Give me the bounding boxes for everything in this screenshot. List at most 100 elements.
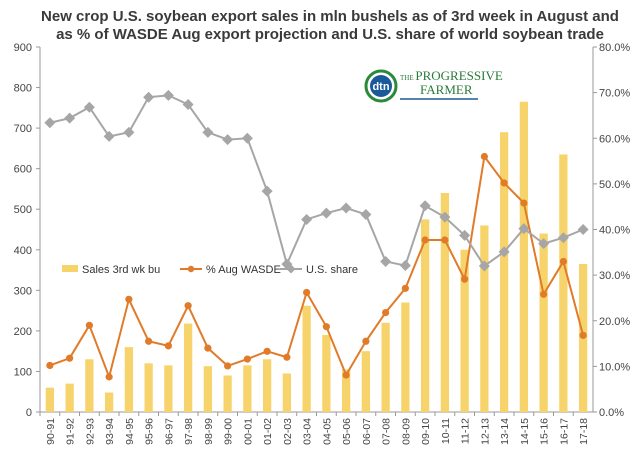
left-tick-label: 600: [14, 164, 32, 176]
sales-bar: [381, 322, 390, 412]
left-tick-label: 800: [14, 83, 32, 95]
sales-bar: [203, 366, 213, 412]
legend: Sales 3rd wk bu % Aug WASDE U.S. share: [62, 264, 358, 276]
x-tick-label: 95-96: [144, 418, 156, 445]
right-tick-label: 80.0%: [599, 42, 630, 54]
right-tick-label: 50.0%: [599, 179, 630, 191]
pct-wasde-point: [263, 347, 271, 355]
sales-bar: [539, 233, 548, 412]
left-tick-label: 700: [14, 123, 32, 135]
us-share-point: [518, 223, 530, 235]
sales-bar: [460, 249, 469, 412]
sales-bar: [341, 369, 351, 412]
sales-bar: [104, 392, 114, 412]
pct-wasde-point: [461, 275, 469, 283]
pct-wasde-point: [125, 295, 133, 303]
legend-label: Sales 3rd wk bu: [82, 264, 160, 276]
sales-bar: [559, 154, 568, 412]
us-share-point: [419, 200, 431, 212]
x-tick-label: 98-99: [203, 418, 215, 445]
sales-bar: [420, 219, 430, 412]
pct-wasde-point: [283, 353, 291, 361]
x-tick-label: 14-15: [519, 418, 531, 445]
chart-title-line-2: as % of WASDE Aug export projection and …: [56, 26, 604, 43]
sales-bar: [440, 193, 450, 412]
x-tick-label: 05-06: [341, 418, 353, 445]
us-share-point: [340, 202, 352, 214]
us-share-point: [143, 91, 155, 103]
us-share-point: [301, 213, 313, 225]
left-tick-label: 0: [26, 407, 32, 419]
x-tick-label: 99-00: [223, 418, 235, 445]
right-tick-label: 20.0%: [599, 316, 630, 328]
pct-wasde-point: [184, 302, 192, 310]
sales-bar: [322, 334, 331, 412]
us-share-point: [557, 232, 569, 244]
x-tick-label: 91-92: [65, 418, 77, 445]
pct-wasde-point: [382, 308, 390, 317]
left-tick-label: 200: [14, 326, 32, 338]
right-tick-label: 30.0%: [599, 270, 630, 282]
us-share-point: [261, 185, 273, 197]
left-tick-label: 400: [14, 245, 32, 257]
x-tick-label: 04-05: [321, 418, 333, 445]
us-share-point: [360, 208, 372, 220]
x-tick-label: 92-93: [84, 418, 96, 445]
pct-wasde-point: [342, 371, 350, 379]
pct-wasde-point: [145, 337, 153, 345]
us-share-line: [49, 94, 584, 268]
right-tick-label: 70.0%: [599, 88, 630, 100]
chart-title-line-1: New crop U.S. soybean export sales in ml…: [41, 8, 619, 25]
right-tick-label: 10.0%: [599, 361, 630, 373]
x-tick-label: 16-17: [558, 418, 570, 445]
us-share-point: [103, 130, 115, 142]
pct-wasde-point: [243, 355, 251, 363]
us-share-point: [380, 255, 392, 267]
sales-bar: [223, 375, 232, 412]
sales-bar: [85, 359, 94, 412]
x-tick-label: 02-03: [282, 418, 294, 445]
legend-label: % Aug WASDE: [206, 264, 281, 276]
right-tick-label: 0.0%: [599, 407, 624, 419]
pct-wasde-point: [500, 179, 508, 187]
sales-bar: [302, 305, 311, 412]
sales-bar: [164, 365, 173, 412]
us-share-point: [399, 260, 411, 272]
pct-wasde-point: [46, 361, 54, 370]
dtn-logo-text: dtn: [372, 81, 389, 93]
pct-wasde-point: [540, 290, 548, 298]
legend-label: U.S. share: [306, 264, 358, 276]
sales-bar: [480, 225, 489, 412]
x-tick-label: 97-98: [183, 418, 195, 445]
pct-wasde-point: [164, 342, 172, 350]
x-tick-label: 07-08: [381, 418, 393, 445]
x-tick-label: 90-91: [45, 418, 57, 445]
us-share-point: [538, 238, 550, 250]
us-share-point: [459, 229, 471, 241]
right-tick-label: 40.0%: [599, 225, 630, 237]
us-share-point: [498, 246, 510, 258]
x-tick-label: 93-94: [104, 418, 116, 445]
x-tick-label: 00-01: [242, 418, 254, 445]
pct-wasde-line: [49, 154, 585, 381]
series-lines: [44, 89, 589, 381]
legend-marker: [286, 264, 296, 274]
us-share-point: [83, 101, 95, 113]
dtn-progressive-farmer-logo: dtn THE PROGRESSIVE FARMER: [364, 68, 503, 103]
us-share-point: [241, 132, 253, 144]
pct-wasde-point: [480, 152, 488, 161]
x-tick-label: 94-95: [124, 418, 136, 445]
x-tick-label: 03-04: [302, 418, 314, 445]
sales-bar: [65, 383, 74, 412]
us-share-point: [478, 260, 490, 272]
left-tick-label: 900: [14, 42, 32, 54]
right-tick-label: 60.0%: [599, 133, 630, 145]
us-share-point: [123, 126, 135, 138]
us-share-point: [64, 112, 76, 124]
pct-wasde-point: [401, 284, 409, 292]
sales-bar: [243, 365, 252, 412]
pct-wasde-point: [204, 344, 212, 352]
us-share-point: [439, 211, 451, 223]
pct-wasde-point: [579, 331, 587, 339]
pct-wasde-point: [559, 257, 567, 266]
